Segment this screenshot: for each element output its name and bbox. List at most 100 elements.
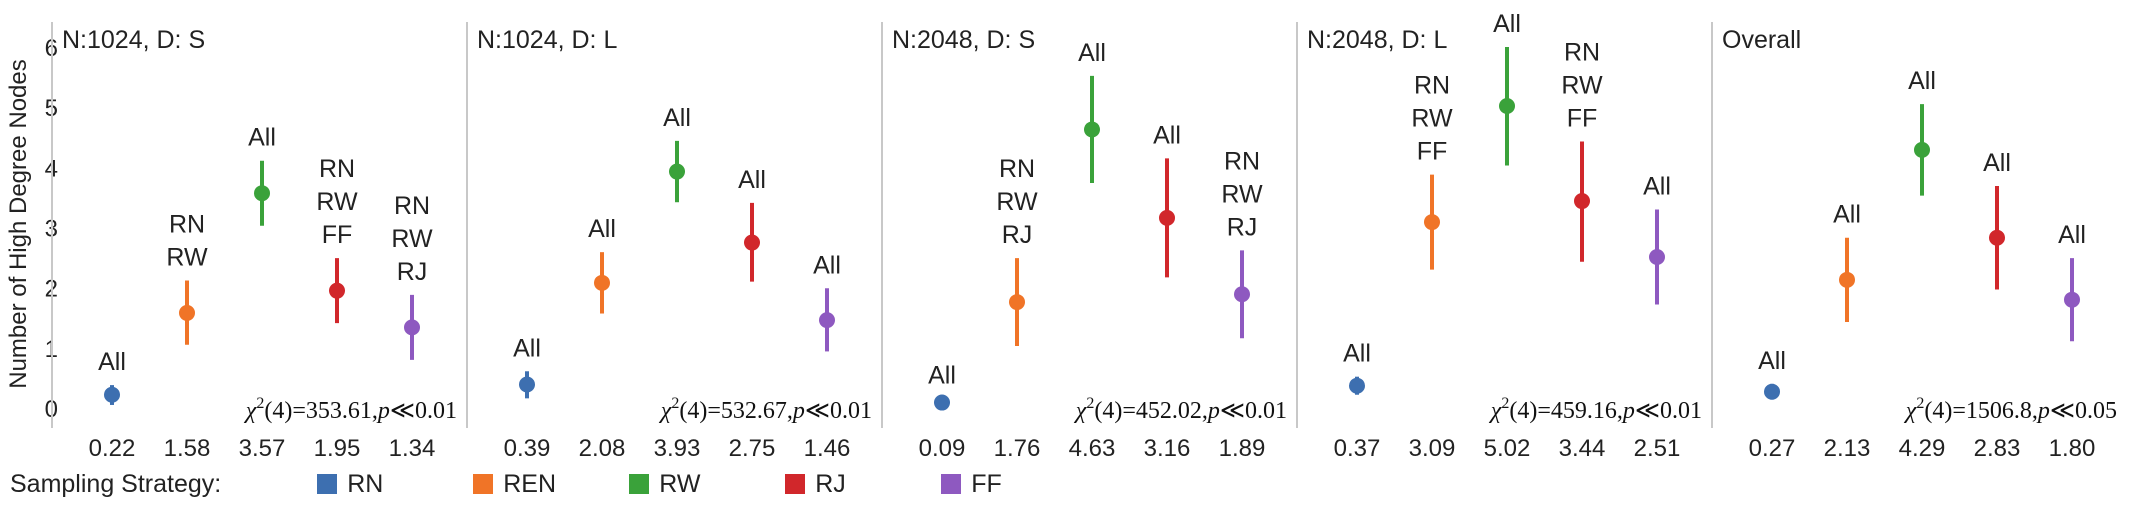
panel-2: N:1024, D: L All 0.39 All 2.08 All 3.93 All 2.75… xyxy=(466,22,872,460)
panel-title: N:2048, D: L xyxy=(1307,26,1447,54)
legend-swatch-rn xyxy=(317,474,338,494)
panel-title: N:2048, D: S xyxy=(892,26,1035,54)
mean-point-ff xyxy=(819,312,835,329)
mean-value-label-rw: 4.63 xyxy=(1069,435,1116,460)
mean-value-label-ff: 1.89 xyxy=(1219,435,1266,460)
mean-point-rw xyxy=(1914,141,1930,158)
legend-item-ren: REN xyxy=(473,470,629,499)
significance-label-ren: All xyxy=(1833,201,1861,229)
significance-label-rj: All xyxy=(1983,149,2011,177)
significance-label-rj: RW xyxy=(316,188,358,216)
mean-point-rj xyxy=(1159,209,1175,226)
legend-label-ff: FF xyxy=(971,469,1002,498)
mean-value-label-ff: 1.46 xyxy=(804,435,851,460)
plot-area: N:1024, D: S All 0.22 RN RW 1.58 All 3.57 RN RW FF… xyxy=(51,10,2117,460)
mean-point-ff xyxy=(1234,286,1250,303)
mean-point-ren xyxy=(1009,294,1025,311)
significance-label-ren: RW xyxy=(166,243,208,271)
significance-label-ff: All xyxy=(2058,221,2086,249)
mean-point-ren xyxy=(1839,271,1855,288)
significance-label-rw: All xyxy=(1493,10,1521,38)
panel-title: N:1024, D: S xyxy=(62,26,205,54)
significance-label-ff: RJ xyxy=(1227,213,1258,241)
significance-label-rj: RW xyxy=(1561,71,1603,99)
mean-point-rw xyxy=(1499,97,1515,114)
significance-label-ren: FF xyxy=(1417,138,1448,166)
chart-svg: Number of High Degree Nodes 0123456 N:10… xyxy=(5,10,2117,460)
mean-point-rn xyxy=(934,394,950,411)
mean-point-rj xyxy=(1574,193,1590,210)
mean-value-label-rj: 3.16 xyxy=(1144,435,1191,460)
significance-label-rn: All xyxy=(98,348,126,376)
mean-point-ff xyxy=(2064,291,2080,308)
mean-value-label-ren: 1.76 xyxy=(994,435,1041,460)
mean-point-ren xyxy=(1424,214,1440,231)
significance-label-ff: RN xyxy=(394,192,430,220)
mean-value-label-rj: 3.44 xyxy=(1559,435,1606,460)
panel-3: N:2048, D: S All 0.09 RN RW RJ 1.76 All 4.63 All 3… xyxy=(881,22,1287,460)
mean-value-label-rj: 1.95 xyxy=(314,435,361,460)
mean-value-label-rn: 0.22 xyxy=(89,435,136,460)
legend-swatch-rw xyxy=(629,474,650,494)
panel-1: N:1024, D: S All 0.22 RN RW 1.58 All 3.57 RN RW FF… xyxy=(51,22,457,460)
significance-label-rj: RN xyxy=(319,155,355,183)
mean-value-label-rj: 2.83 xyxy=(1974,435,2021,460)
significance-label-ff: All xyxy=(1643,172,1671,200)
significance-label-rj: All xyxy=(1153,121,1181,149)
legend-item-ff: FF xyxy=(941,470,1097,499)
mean-value-label-ren: 1.58 xyxy=(164,435,211,460)
chi-square-stat: χ2(4)=459.16,p≪0.01 xyxy=(1489,395,1702,424)
y-axis-label: Number of High Degree Nodes xyxy=(5,59,32,389)
significance-label-rn: All xyxy=(928,361,956,389)
significance-label-rj: RN xyxy=(1564,38,1600,66)
panel-5: Overall All 0.27 All 2.13 All 4.29 All 2.83 All 1.… xyxy=(1711,22,2117,460)
legend-label-rw: RW xyxy=(659,469,701,498)
significance-label-rw: All xyxy=(663,104,691,132)
panel-title: Overall xyxy=(1722,26,1801,54)
significance-label-rn: All xyxy=(513,334,541,362)
legend-swatch-ff xyxy=(941,474,962,494)
panel-4: N:2048, D: L All 0.37 RN RW FF 3.09 All 5.02 RN RW… xyxy=(1296,10,1702,460)
significance-label-ren: RJ xyxy=(1002,221,1033,249)
legend-item-rw: RW xyxy=(629,470,785,499)
mean-point-rn xyxy=(519,376,535,393)
significance-label-ren: RN xyxy=(169,210,205,238)
mean-value-label-rw: 3.93 xyxy=(654,435,701,460)
significance-label-ren: RN xyxy=(999,155,1035,183)
mean-point-rj xyxy=(329,282,345,299)
legend-swatch-ren xyxy=(473,474,494,494)
significance-label-ren: RW xyxy=(1411,105,1453,133)
legend-item-rn: RN xyxy=(317,470,473,499)
significance-label-rj: All xyxy=(738,166,766,194)
mean-value-label-rj: 2.75 xyxy=(729,435,776,460)
significance-label-ff: All xyxy=(813,251,841,279)
mean-value-label-ff: 2.51 xyxy=(1634,435,1681,460)
legend-label-rn: RN xyxy=(347,469,384,498)
significance-label-rj: FF xyxy=(1567,104,1598,132)
mean-value-label-rn: 0.37 xyxy=(1334,435,1381,460)
mean-point-rn xyxy=(1764,383,1780,400)
significance-label-rw: All xyxy=(1908,67,1936,95)
mean-point-ren xyxy=(594,274,610,291)
mean-point-rj xyxy=(744,234,760,251)
mean-value-label-ren: 2.13 xyxy=(1824,435,1871,460)
significance-label-rn: All xyxy=(1343,340,1371,368)
chi-square-stat: χ2(4)=1506.8,p≪0.05 xyxy=(1904,395,2117,424)
mean-point-ff xyxy=(1649,248,1665,265)
mean-point-rn xyxy=(104,386,120,403)
mean-point-rw xyxy=(254,185,270,202)
significance-label-ff: RJ xyxy=(397,258,428,286)
mean-value-label-ff: 1.34 xyxy=(389,435,436,460)
mean-point-rj xyxy=(1989,229,2005,246)
significance-label-ff: RW xyxy=(1221,180,1263,208)
mean-value-label-rw: 3.57 xyxy=(239,435,286,460)
significance-label-ren: RN xyxy=(1414,72,1450,100)
mean-point-rw xyxy=(1084,121,1100,138)
significance-label-rw: All xyxy=(1078,39,1106,67)
chi-square-stat: χ2(4)=452.02,p≪0.01 xyxy=(1074,395,1287,424)
legend-swatch-rj xyxy=(785,474,806,494)
panel-title: N:1024, D: L xyxy=(477,26,617,54)
mean-value-label-rn: 0.09 xyxy=(919,435,966,460)
mean-value-label-rn: 0.39 xyxy=(504,435,551,460)
legend-item-rj: RJ xyxy=(785,470,941,499)
